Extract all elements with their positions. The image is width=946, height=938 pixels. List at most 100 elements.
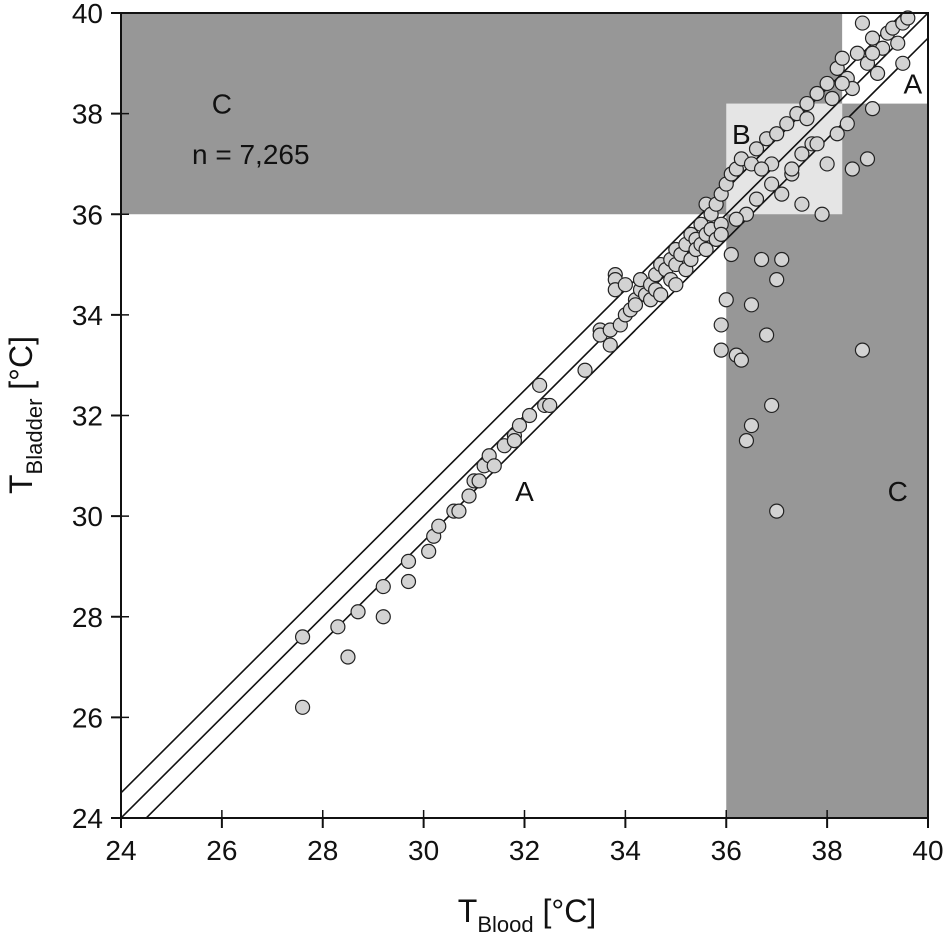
data-point	[854, 15, 871, 31]
data-point	[400, 573, 417, 590]
data-point	[340, 649, 356, 665]
data-point	[864, 30, 881, 46]
data-point	[849, 45, 865, 61]
data-point	[774, 186, 790, 202]
data-point	[819, 156, 835, 172]
data-point	[350, 604, 366, 620]
y-tick-label: 28	[72, 602, 103, 633]
data-point	[890, 35, 906, 51]
data-point	[829, 126, 845, 142]
data-point	[733, 352, 749, 368]
data-point	[451, 503, 467, 519]
data-point	[900, 10, 916, 26]
data-point	[748, 141, 765, 157]
data-point	[330, 619, 346, 635]
data-point	[779, 116, 795, 132]
sample-size-annotation: n = 7,265	[192, 139, 310, 170]
x-tick-label: 30	[408, 835, 439, 866]
y-tick-label: 34	[72, 300, 103, 331]
data-point	[602, 337, 618, 353]
data-point	[769, 272, 785, 288]
data-point	[799, 111, 815, 127]
data-point	[819, 75, 835, 92]
data-point	[753, 251, 770, 268]
data-point	[769, 126, 785, 142]
data-point	[814, 206, 830, 222]
x-tick-label: 32	[509, 835, 540, 866]
data-point	[294, 629, 311, 645]
data-point	[854, 342, 871, 358]
data-point	[400, 553, 417, 570]
y-axis-label-sub: Bladder	[22, 399, 47, 475]
data-point	[577, 362, 593, 378]
data-point	[869, 65, 886, 81]
zone-label-c-0: C	[212, 89, 232, 120]
y-tick-label: 26	[72, 702, 103, 733]
data-point	[839, 116, 855, 132]
data-point	[617, 277, 633, 293]
data-point	[809, 85, 825, 102]
data-point	[486, 458, 502, 474]
data-point	[764, 176, 780, 192]
x-tick-label: 40	[912, 835, 943, 866]
data-point	[294, 699, 311, 715]
data-point	[769, 503, 785, 519]
data-point	[834, 75, 850, 92]
x-axis-label: TBlood [°C]	[458, 893, 596, 937]
data-point	[743, 417, 760, 434]
y-tick-label: 38	[72, 99, 103, 130]
y-axis-label: TBladder [°C]	[3, 336, 47, 494]
data-point	[764, 397, 780, 414]
data-point	[864, 45, 881, 61]
data-point	[794, 196, 810, 212]
y-axis-label-unit: [°C]	[3, 336, 39, 399]
data-point	[668, 277, 684, 293]
data-point	[375, 578, 391, 595]
data-point	[753, 161, 770, 177]
zone-label-c-1: C	[888, 476, 908, 507]
data-point	[698, 241, 714, 258]
data-point	[794, 146, 810, 162]
data-point	[824, 90, 840, 107]
x-tick-label: 28	[307, 835, 338, 866]
data-point	[799, 95, 815, 112]
x-axis-label-main: T	[458, 893, 478, 929]
x-tick-label: 34	[610, 835, 641, 866]
x-tick-label: 26	[206, 835, 237, 866]
x-axis: 24 26 28 30 32 34 36 38 40	[105, 810, 944, 866]
data-point	[653, 287, 669, 303]
data-point	[748, 191, 765, 207]
data-point	[521, 407, 538, 424]
data-point	[895, 55, 911, 71]
x-tick-label: 38	[812, 835, 843, 866]
y-tick-label: 36	[72, 199, 103, 230]
x-axis-label-sub: Blood	[477, 912, 533, 937]
data-point	[511, 417, 528, 434]
data-point	[774, 251, 790, 268]
y-tick-label: 24	[72, 803, 103, 834]
data-point	[784, 161, 800, 177]
y-tick-label: 40	[72, 0, 103, 29]
data-point	[471, 473, 487, 489]
x-axis-label-unit: [°C]	[534, 893, 597, 929]
data-point	[743, 297, 760, 313]
y-axis: 24 26 28 30 32 34 36 38 40	[72, 0, 129, 834]
y-axis-label-main: T	[3, 474, 39, 494]
x-tick-label: 24	[105, 835, 136, 866]
data-points	[294, 10, 916, 715]
data-point	[375, 609, 391, 625]
data-point	[713, 226, 729, 242]
zone-label-a-3: A	[904, 68, 923, 99]
data-point	[532, 377, 548, 393]
data-point	[431, 518, 447, 534]
data-point	[859, 151, 876, 167]
data-point	[758, 327, 775, 343]
y-tick-label: 30	[72, 501, 103, 532]
data-point	[713, 317, 729, 333]
data-point	[713, 342, 729, 358]
data-point	[506, 433, 523, 449]
zone-labels: C C B A A	[212, 68, 923, 507]
y-tick-label: 32	[72, 401, 103, 432]
data-point	[627, 297, 644, 313]
